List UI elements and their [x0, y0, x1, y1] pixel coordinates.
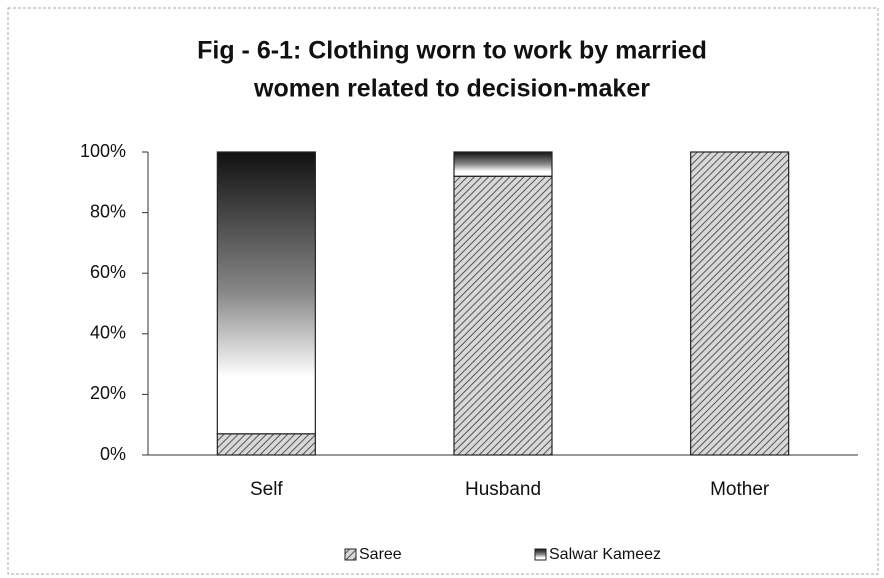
legend-swatch	[344, 548, 357, 561]
bar-segment	[216, 433, 316, 456]
bar-segment	[216, 151, 316, 435]
bar-segment	[453, 175, 553, 456]
y-tick-label: 80%	[90, 201, 126, 221]
x-tick-label: Husband	[465, 479, 541, 500]
y-tick-label: 40%	[90, 323, 126, 343]
frame	[7, 7, 879, 575]
x-tick-label: Self	[250, 479, 283, 500]
chart-title: women related to decision-maker	[253, 75, 650, 103]
y-tick-label: 60%	[90, 262, 126, 282]
legend-label: Saree	[359, 546, 402, 563]
chart-title: Fig - 6-1: Clothing worn to work by marr…	[197, 37, 707, 65]
y-tick-label: 20%	[90, 383, 126, 403]
y-tick-label: 0%	[100, 444, 126, 464]
bar-segment	[690, 151, 790, 456]
x-tick-label: Mother	[710, 479, 770, 500]
y-tick-label: 100%	[80, 141, 126, 161]
legend-swatch	[534, 548, 547, 561]
legend-label: Salwar Kameez	[549, 546, 661, 563]
bar-segment	[453, 151, 553, 177]
